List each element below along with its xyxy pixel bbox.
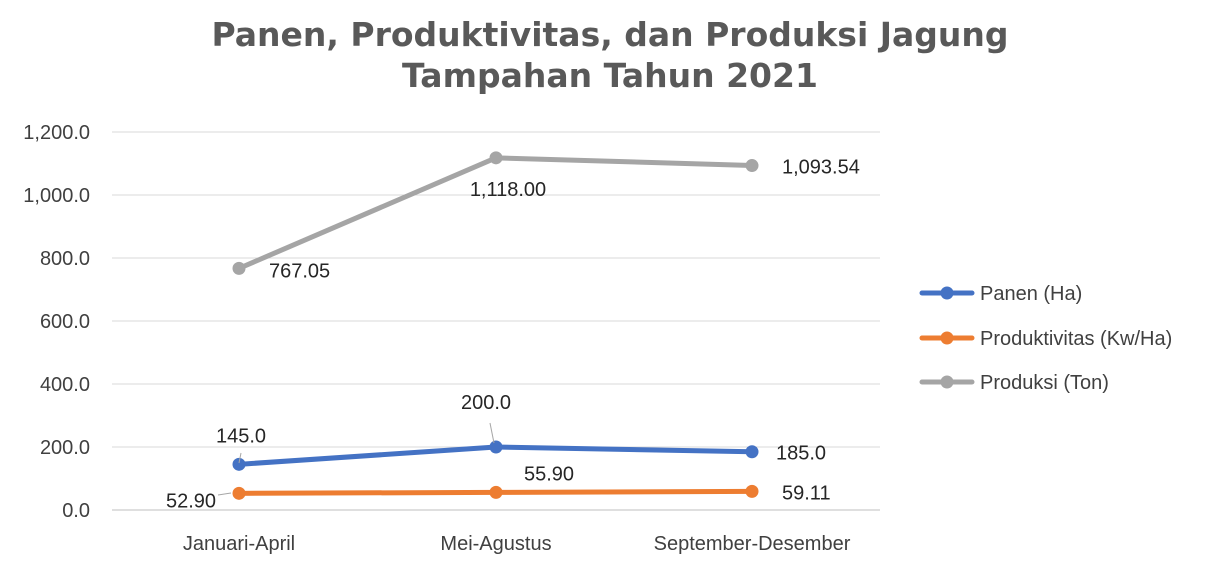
data-label: 200.0 xyxy=(461,392,511,414)
data-label: 52.90 xyxy=(166,490,216,512)
data-point xyxy=(745,484,759,498)
y-tick-label: 800.0 xyxy=(40,248,90,270)
data-label: 185.0 xyxy=(776,443,826,465)
x-tick-label: Mei-Agustus xyxy=(440,533,551,555)
series-line xyxy=(236,155,755,271)
data-label: 59.11 xyxy=(782,482,831,504)
label-leader-line xyxy=(489,422,495,444)
data-label: 1,118.00 xyxy=(470,179,546,201)
x-tick-label: Januari-April xyxy=(183,533,295,555)
legend-swatch-marker xyxy=(940,331,954,345)
chart-title: Panen, Produktivitas, dan Produksi Jagun… xyxy=(110,14,1110,96)
label-leader-line xyxy=(238,452,242,464)
legend-label: Panen (Ha) xyxy=(980,283,1082,305)
y-tick-label: 1,200.0 xyxy=(23,122,90,144)
legend-label: Produksi (Ton) xyxy=(980,372,1109,394)
y-tick-label: 200.0 xyxy=(40,437,90,459)
y-tick-label: 400.0 xyxy=(40,374,90,396)
data-point xyxy=(489,485,503,499)
data-label: 145.0 xyxy=(216,425,266,447)
legend-swatch-marker xyxy=(940,286,954,300)
data-point xyxy=(489,440,503,454)
y-tick-label: 0.0 xyxy=(62,500,90,522)
label-leader-line xyxy=(217,492,232,496)
data-point xyxy=(232,261,246,275)
data-point xyxy=(232,457,246,471)
data-point xyxy=(489,151,503,165)
y-tick-label: 600.0 xyxy=(40,311,90,333)
chart-title-line-2: Tampahan Tahun 2021 xyxy=(402,56,818,95)
legend-label: Produktivitas (Kw/Ha) xyxy=(980,328,1172,350)
data-label: 767.05 xyxy=(269,260,330,282)
data-point xyxy=(745,159,759,173)
x-tick-label: September-Desember xyxy=(654,533,851,555)
data-point xyxy=(232,486,246,500)
data-point xyxy=(745,445,759,459)
legend-swatch-marker xyxy=(940,375,954,389)
data-label: 1,093.54 xyxy=(782,157,860,179)
data-label: 55.90 xyxy=(524,463,574,485)
y-tick-label: 1,000.0 xyxy=(23,185,90,207)
chart-title-line-1: Panen, Produktivitas, dan Produksi Jagun… xyxy=(211,15,1009,54)
